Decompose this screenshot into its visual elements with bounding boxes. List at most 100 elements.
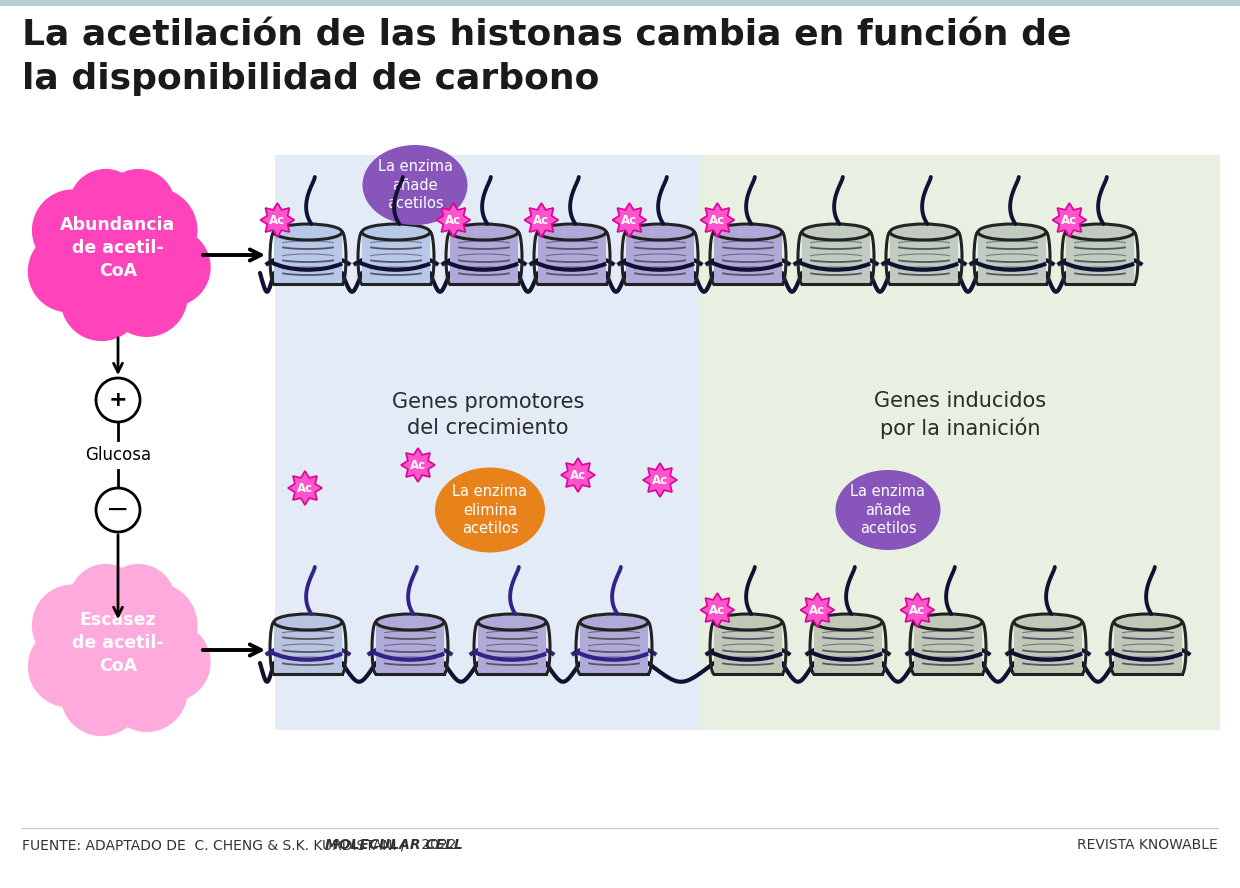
FancyBboxPatch shape: [1014, 622, 1083, 674]
Text: La acetilación de las histonas cambia en función de: La acetilación de las histonas cambia en…: [22, 18, 1071, 52]
Text: 2022: 2022: [417, 838, 456, 852]
Text: FUENTE: ADAPTADO DE  C. CHENG & S.K. KURDISTANI /: FUENTE: ADAPTADO DE C. CHENG & S.K. KURD…: [22, 838, 405, 852]
Text: La enzima
añade
acetilos: La enzima añade acetilos: [377, 159, 453, 211]
FancyBboxPatch shape: [1066, 232, 1135, 284]
Polygon shape: [401, 448, 435, 482]
Polygon shape: [1053, 203, 1086, 237]
Text: Ac: Ac: [1061, 213, 1078, 226]
Circle shape: [32, 584, 114, 666]
Ellipse shape: [538, 224, 606, 240]
FancyBboxPatch shape: [626, 232, 694, 284]
Ellipse shape: [580, 614, 649, 630]
FancyBboxPatch shape: [477, 622, 546, 674]
Polygon shape: [525, 203, 558, 237]
Text: Ac: Ac: [709, 213, 725, 226]
Ellipse shape: [978, 224, 1047, 240]
Bar: [1014, 622, 1083, 674]
Text: Genes promotores
del crecimiento: Genes promotores del crecimiento: [392, 392, 584, 438]
FancyBboxPatch shape: [714, 232, 782, 284]
Text: Ac: Ac: [709, 604, 725, 616]
FancyBboxPatch shape: [376, 622, 444, 674]
Ellipse shape: [1066, 224, 1135, 240]
Text: Glucosa: Glucosa: [84, 446, 151, 464]
Ellipse shape: [362, 224, 430, 240]
Circle shape: [102, 169, 175, 242]
Text: Ac: Ac: [570, 469, 587, 481]
Polygon shape: [701, 203, 734, 237]
Ellipse shape: [1114, 614, 1182, 630]
Text: +: +: [109, 390, 128, 410]
Text: Abundancia
de acetil-
CoA: Abundancia de acetil- CoA: [61, 216, 176, 280]
Bar: [1114, 622, 1182, 674]
Bar: [914, 622, 982, 674]
Ellipse shape: [435, 467, 546, 552]
Bar: [890, 232, 959, 284]
Bar: [1066, 232, 1135, 284]
Text: Ac: Ac: [621, 213, 637, 226]
Circle shape: [27, 230, 110, 313]
Circle shape: [68, 564, 143, 638]
Circle shape: [61, 654, 143, 736]
Circle shape: [95, 378, 140, 422]
Circle shape: [105, 255, 187, 337]
Bar: [701, 155, 1220, 730]
Ellipse shape: [274, 224, 342, 240]
FancyBboxPatch shape: [580, 622, 649, 674]
Text: la disponibilidad de carbono: la disponibilidad de carbono: [22, 62, 599, 96]
FancyBboxPatch shape: [538, 232, 606, 284]
Text: Ac: Ac: [652, 473, 668, 487]
Polygon shape: [436, 203, 470, 237]
Ellipse shape: [714, 224, 782, 240]
Polygon shape: [260, 203, 294, 237]
Text: La enzima
elimina
acetilos: La enzima elimina acetilos: [453, 484, 527, 536]
FancyBboxPatch shape: [362, 232, 430, 284]
Circle shape: [113, 583, 197, 668]
FancyBboxPatch shape: [890, 232, 959, 284]
Polygon shape: [613, 203, 646, 237]
Circle shape: [113, 187, 197, 273]
Text: Ac: Ac: [410, 458, 427, 472]
Text: Ac: Ac: [269, 213, 285, 226]
Polygon shape: [644, 463, 677, 497]
Circle shape: [32, 189, 114, 272]
Text: REVISTA KNOWABLE: REVISTA KNOWABLE: [1078, 838, 1218, 852]
Circle shape: [102, 564, 175, 638]
Polygon shape: [701, 593, 734, 627]
Bar: [802, 232, 870, 284]
Text: Ac: Ac: [296, 481, 312, 495]
FancyBboxPatch shape: [1114, 622, 1182, 674]
Circle shape: [105, 650, 187, 732]
Bar: [274, 622, 342, 674]
Bar: [450, 232, 518, 284]
Circle shape: [27, 625, 110, 708]
Text: Ac: Ac: [909, 604, 925, 616]
FancyBboxPatch shape: [274, 622, 342, 674]
Polygon shape: [900, 593, 935, 627]
Ellipse shape: [362, 145, 467, 225]
Bar: [538, 232, 606, 284]
Text: Ac: Ac: [445, 213, 461, 226]
Ellipse shape: [802, 224, 870, 240]
Ellipse shape: [477, 614, 546, 630]
Ellipse shape: [813, 614, 882, 630]
Circle shape: [61, 259, 143, 341]
FancyBboxPatch shape: [450, 232, 518, 284]
Polygon shape: [800, 593, 835, 627]
Bar: [0, 0, 1240, 6]
Circle shape: [68, 169, 143, 242]
Circle shape: [131, 623, 211, 702]
Text: Ac: Ac: [533, 213, 549, 226]
Circle shape: [131, 228, 211, 306]
Ellipse shape: [274, 614, 342, 630]
Ellipse shape: [626, 224, 694, 240]
Bar: [714, 232, 782, 284]
Bar: [978, 232, 1047, 284]
Bar: [275, 155, 701, 730]
FancyBboxPatch shape: [802, 232, 870, 284]
Ellipse shape: [1014, 614, 1083, 630]
Circle shape: [60, 196, 177, 314]
FancyBboxPatch shape: [714, 622, 782, 674]
Polygon shape: [288, 471, 322, 505]
Text: Genes inducidos
por la inanición: Genes inducidos por la inanición: [874, 391, 1047, 440]
Text: −: −: [107, 496, 130, 524]
